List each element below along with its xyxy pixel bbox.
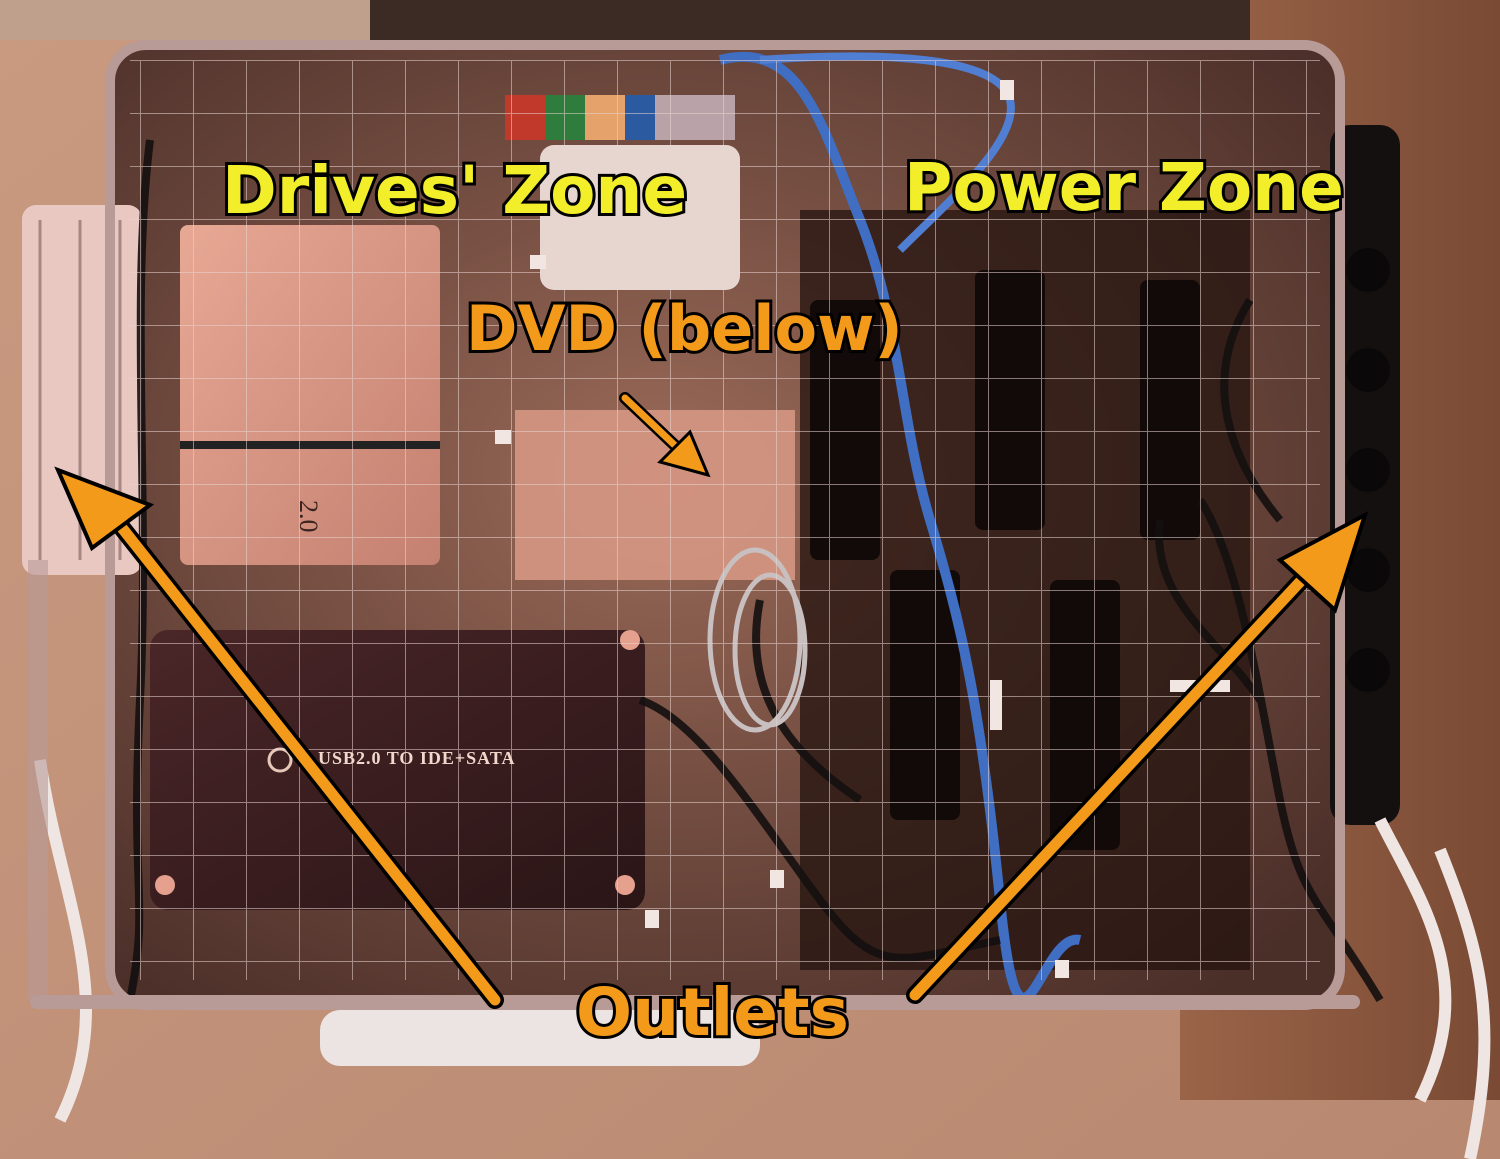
arrow-outlets-left [54, 466, 504, 1009]
outlets-label: Outlets [573, 974, 852, 1051]
arrow-outlets-right [906, 510, 1369, 1004]
drives-zone-label: Drives' Zone [219, 152, 690, 229]
power-zone-label: Power Zone [901, 149, 1347, 226]
top-dark-strip [370, 0, 1250, 40]
arrow-dvd [619, 392, 711, 478]
dvd-below-label: DVD (below) [463, 292, 906, 365]
usb-adapter-label: USB2.0 TO IDE+SATA [318, 748, 516, 768]
bottom-power-strip [320, 1010, 760, 1066]
